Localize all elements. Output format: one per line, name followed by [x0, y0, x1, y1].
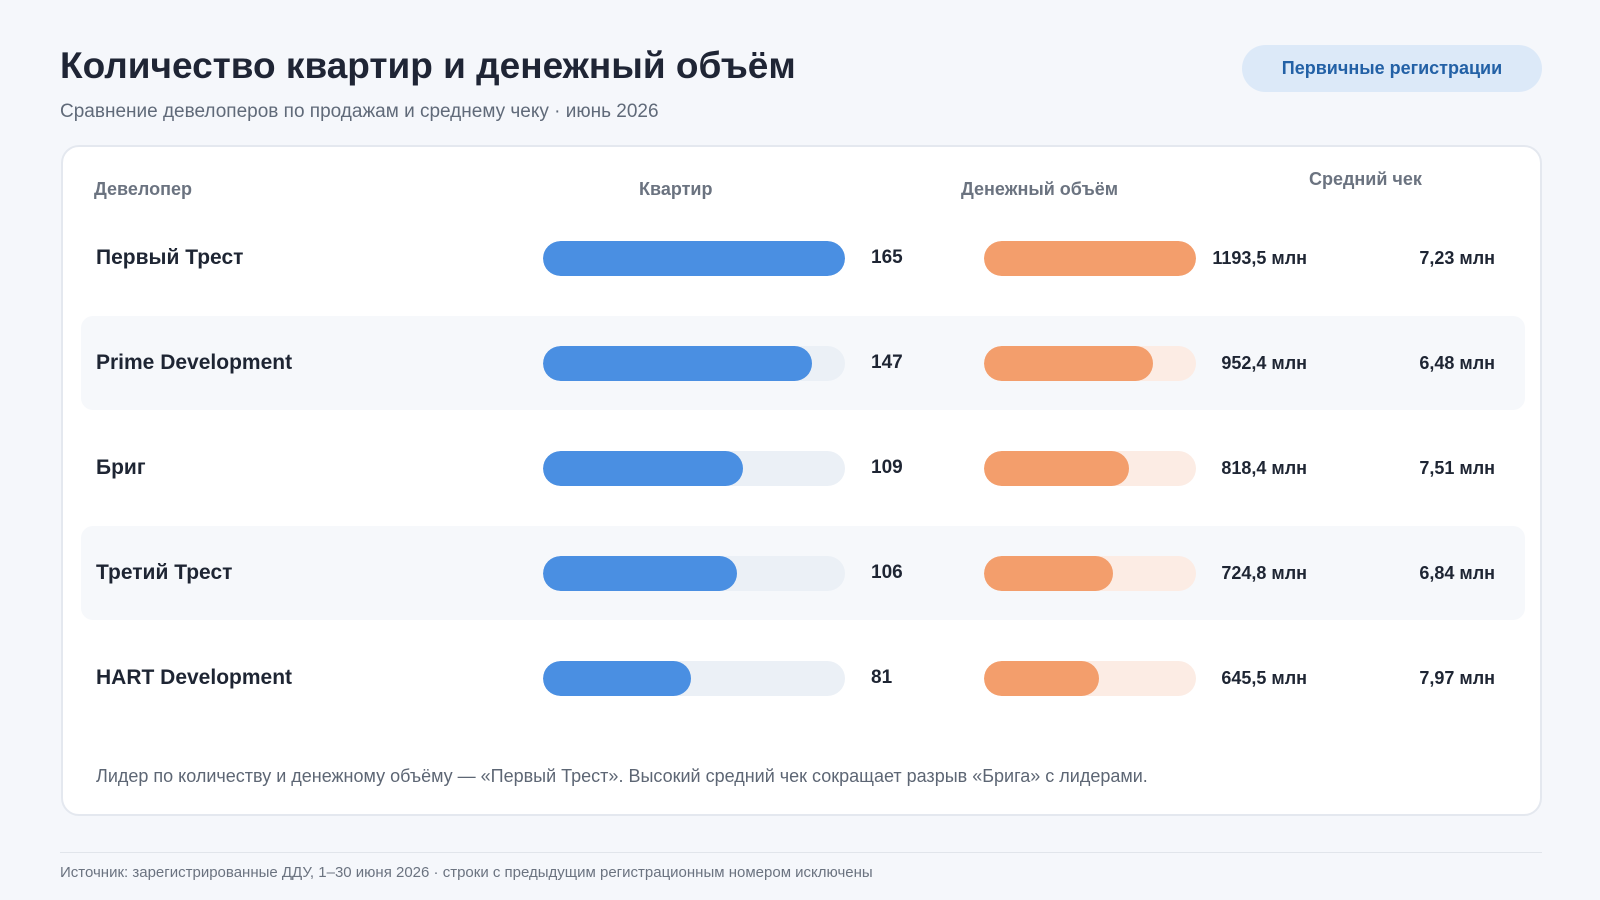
developer-name: Третий Трест	[96, 561, 233, 584]
qty-value-label: 81	[871, 667, 893, 688]
money-bar	[984, 451, 1130, 486]
money-bar	[984, 346, 1154, 381]
money-bar-track	[984, 661, 1196, 696]
developer-name: Бриг	[96, 456, 146, 479]
source-footnote: Источник: зарегистрированные ДДУ, 1–30 и…	[60, 864, 873, 881]
insight-note: Лидер по количеству и денежному объёму —…	[96, 766, 1148, 786]
qty-bar	[543, 556, 737, 591]
footer-divider	[60, 852, 1542, 853]
money-bar	[984, 556, 1113, 591]
avg-check-value: 7,51 млн	[1419, 457, 1495, 478]
avg-check-value: 6,84 млн	[1419, 562, 1495, 583]
avg-check-value: 7,97 млн	[1419, 667, 1495, 688]
column-header-developer: Девелопер	[94, 179, 192, 199]
money-value-label: 645,5 млн	[1221, 667, 1307, 688]
qty-bar-track	[543, 346, 845, 381]
developer-comparison-card: Девелопер Квартир Денежный объём Средний…	[61, 145, 1542, 816]
table-row: Третий Трест 106 724,8 млн 6,84 млн	[81, 526, 1525, 620]
avg-check-value: 6,48 млн	[1419, 352, 1495, 373]
qty-bar	[543, 661, 692, 696]
column-header-qty: Квартир	[639, 179, 713, 199]
qty-bar	[543, 451, 743, 486]
avg-check-value: 7,23 млн	[1419, 247, 1495, 268]
money-value-label: 952,4 млн	[1221, 352, 1307, 373]
money-value-label: 818,4 млн	[1221, 457, 1307, 478]
money-value-label: 724,8 млн	[1221, 562, 1307, 583]
page-subtitle: Сравнение девелоперов по продажам и сред…	[60, 101, 659, 122]
qty-bar	[543, 241, 845, 276]
qty-value-label: 109	[871, 457, 903, 478]
primary-registrations-badge[interactable]: Первичные регистрации	[1242, 45, 1542, 92]
qty-value-label: 165	[871, 247, 903, 268]
page-header: Количество квартир и денежный объём Срав…	[60, 44, 1542, 124]
qty-value-label: 106	[871, 562, 903, 583]
developer-name: Prime Development	[96, 351, 293, 374]
column-header-avg: Средний чек	[1309, 169, 1422, 189]
money-bar-track	[984, 241, 1196, 276]
money-bar	[984, 241, 1196, 276]
qty-bar-track	[543, 451, 845, 486]
qty-bar	[543, 346, 813, 381]
qty-value-label: 147	[871, 352, 903, 373]
money-bar-track	[984, 451, 1196, 486]
qty-bar-track	[543, 661, 845, 696]
qty-bar-track	[543, 241, 845, 276]
table-row: HART Development 81 645,5 млн 7,97 млн	[81, 631, 1525, 725]
table-row: Первый Трест 165 1193,5 млн 7,23 млн	[81, 211, 1525, 305]
developer-name: HART Development	[96, 666, 293, 689]
money-bar	[984, 661, 1099, 696]
table-row: Prime Development 147 952,4 млн 6,48 млн	[81, 316, 1525, 410]
qty-bar-track	[543, 556, 845, 591]
money-bar-track	[984, 556, 1196, 591]
column-header-money: Денежный объём	[961, 179, 1119, 199]
money-value-label: 1193,5 млн	[1212, 247, 1307, 268]
table-row: Бриг 109 818,4 млн 7,51 млн	[81, 421, 1525, 515]
developer-name: Первый Трест	[96, 246, 244, 269]
money-bar-track	[984, 346, 1196, 381]
page-title: Количество квартир и денежный объём	[60, 45, 796, 86]
